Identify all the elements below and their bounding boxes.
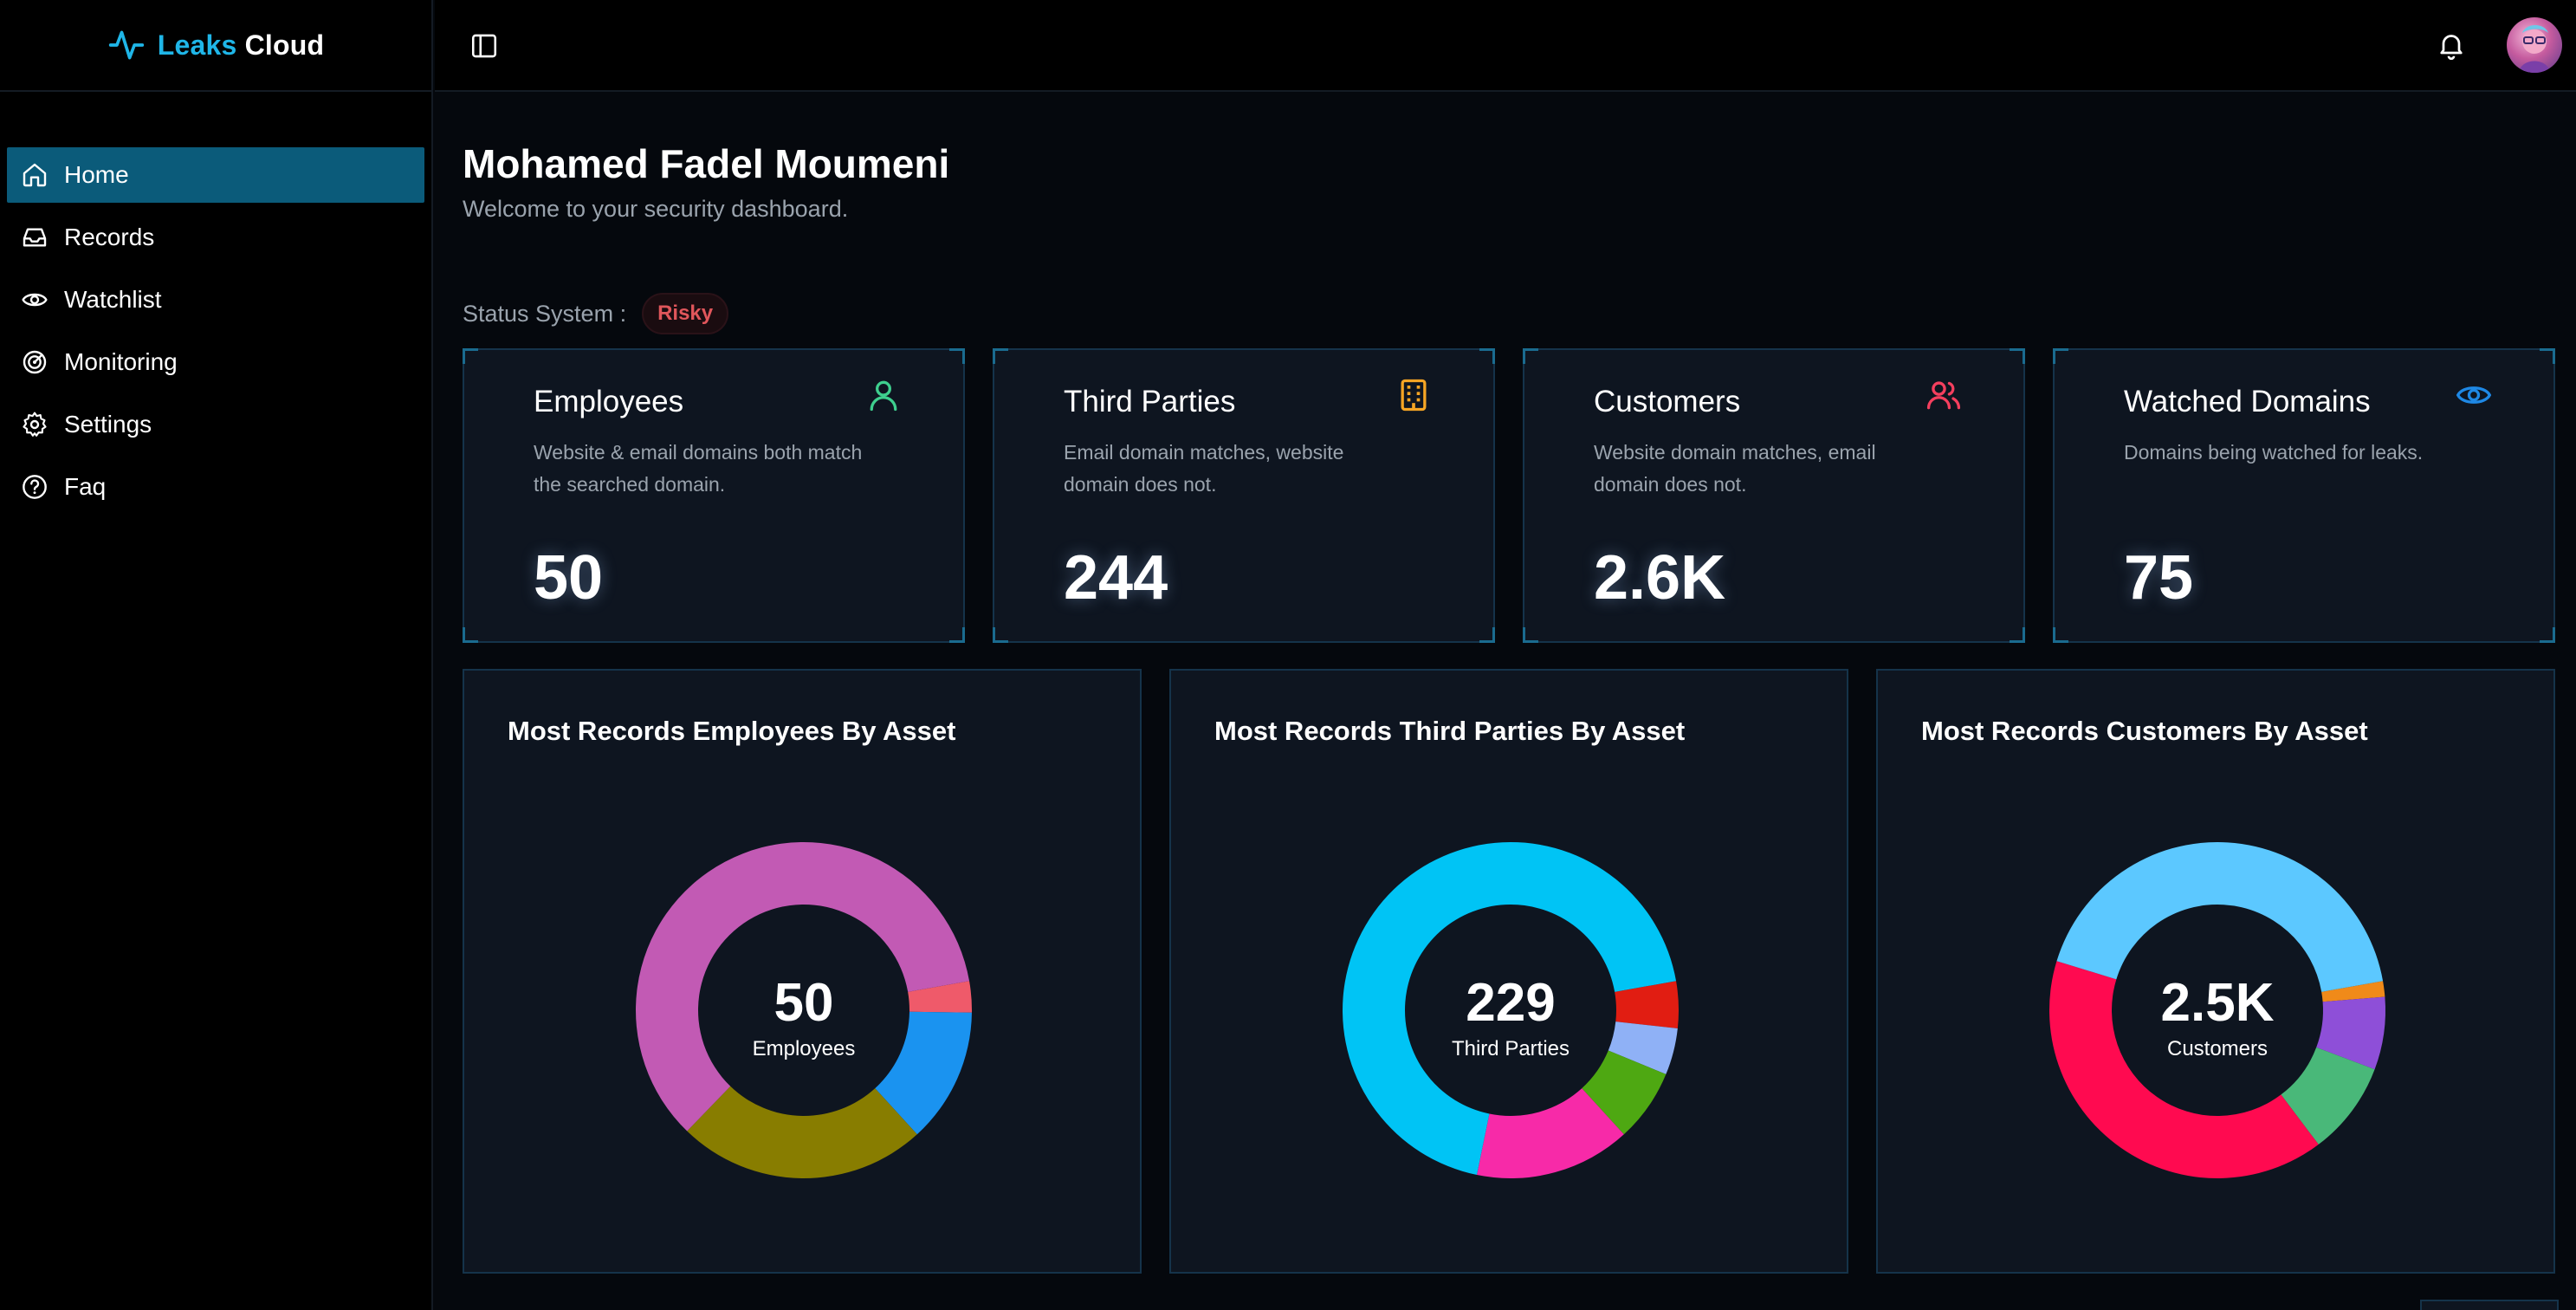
donut-slice[interactable] xyxy=(1476,1088,1624,1178)
page-title: Mohamed Fadel Moumeni xyxy=(463,141,950,186)
status-label: Status System : xyxy=(463,300,627,327)
brand-logo[interactable]: Leaks Cloud xyxy=(0,0,431,92)
home-icon xyxy=(23,163,47,187)
brand-name-part1: Leaks xyxy=(157,29,237,61)
help-circle-icon xyxy=(23,475,47,499)
donut-slice[interactable] xyxy=(2056,841,2384,992)
stat-card-customers[interactable]: Customers Website domain matches, email … xyxy=(1523,348,2025,643)
gear-icon xyxy=(23,412,47,437)
radar-icon xyxy=(23,350,47,374)
stat-title: Watched Domains xyxy=(2124,385,2371,418)
sidebar-item-monitoring[interactable]: Monitoring xyxy=(7,334,424,390)
sidebar-item-label: Home xyxy=(64,161,129,188)
donut-slice[interactable] xyxy=(908,981,972,1013)
sidebar-item-records[interactable]: Records xyxy=(7,210,424,265)
scroll-to-top-stub[interactable] xyxy=(2420,1300,2559,1310)
inbox-icon xyxy=(23,228,47,247)
sidebar-item-label: Faq xyxy=(64,473,107,500)
brand-name: Leaks Cloud xyxy=(158,29,324,62)
sidebar-item-faq[interactable]: Faq xyxy=(7,459,424,515)
sidebar-item-watchlist[interactable]: Watchlist xyxy=(7,272,424,328)
brand-name-part2: Cloud xyxy=(244,29,325,61)
donut-chart-customers: 2.5K Customers xyxy=(2049,841,2385,1178)
page-subtitle: Welcome to your security dashboard. xyxy=(463,196,849,222)
chart-title: Most Records Employees By Asset xyxy=(508,716,956,746)
donut-slice[interactable] xyxy=(2049,961,2319,1178)
stat-title: Employees xyxy=(534,385,684,418)
status-badge: Risky xyxy=(642,293,729,334)
building-icon xyxy=(1401,379,1427,412)
stat-title: Third Parties xyxy=(1064,385,1236,418)
avatar[interactable] xyxy=(2507,17,2562,73)
donut-center-value: 50 xyxy=(774,973,834,1033)
stat-value: 244 xyxy=(1064,543,1168,613)
donut-center-value: 2.5K xyxy=(2161,973,2275,1033)
stat-card-employees[interactable]: Employees Website & email domains both m… xyxy=(463,348,965,643)
bell-icon[interactable] xyxy=(2436,29,2467,61)
status-system: Status System : Risky xyxy=(463,293,729,334)
chart-card-employees: Most Records Employees By Asset 50 Employ… xyxy=(463,669,1142,1274)
stat-description: Website domain matches, email domain doe… xyxy=(1594,441,1876,496)
donut-slice[interactable] xyxy=(2316,996,2385,1070)
stat-value: 2.6K xyxy=(1594,543,1726,613)
top-bar xyxy=(435,0,2576,92)
sidebar-item-settings[interactable]: Settings xyxy=(7,397,424,452)
stat-description: Email domain matches, website domain doe… xyxy=(1064,441,1344,496)
donut-slice[interactable] xyxy=(2281,1047,2375,1145)
activity-icon xyxy=(108,30,144,60)
stat-value: 50 xyxy=(534,543,604,613)
chart-card-third-parties: Most Records Third Parties By Asset 229 T… xyxy=(1169,669,1848,1274)
eye-icon xyxy=(22,293,48,307)
donut-center-label: Employees xyxy=(753,1037,856,1060)
sidebar-item-label: Settings xyxy=(64,411,152,438)
sidebar-item-home[interactable]: Home xyxy=(7,147,424,203)
sidebar-toggle-icon[interactable] xyxy=(469,31,499,61)
avatar-image xyxy=(2519,25,2550,73)
users-icon xyxy=(1926,381,1961,410)
donut-slice[interactable] xyxy=(687,1086,917,1178)
donut-slice[interactable] xyxy=(1582,1050,1667,1135)
stat-card-watched-domains[interactable]: Watched Domains Domains being watched fo… xyxy=(2053,348,2555,643)
donut-slice[interactable] xyxy=(1608,1021,1678,1074)
donut-chart-employees: 50 Employees xyxy=(636,842,972,1178)
donut-center-label: Third Parties xyxy=(1452,1037,1570,1060)
donut-center-value: 229 xyxy=(1466,973,1555,1033)
user-icon xyxy=(870,380,897,412)
chart-title: Most Records Third Parties By Asset xyxy=(1214,716,1686,746)
chart-card-customers: Most Records Customers By Asset 2.5K Cust… xyxy=(1876,669,2555,1274)
donut-chart-third-parties: 229 Third Parties xyxy=(1343,842,1679,1178)
sidebar-nav: Home Records Watchlist Monitoring xyxy=(0,147,431,515)
donut-slice[interactable] xyxy=(875,1011,972,1135)
eye-icon xyxy=(2456,386,2492,404)
donut-slice[interactable] xyxy=(1615,981,1679,1028)
sidebar-item-label: Monitoring xyxy=(64,348,178,375)
donut-center-label: Customers xyxy=(2167,1037,2268,1060)
stat-title: Customers xyxy=(1594,385,1741,418)
sidebar-item-label: Watchlist xyxy=(64,286,162,313)
stat-value: 75 xyxy=(2124,543,2194,613)
sidebar-item-label: Records xyxy=(64,224,155,250)
donut-slice[interactable] xyxy=(636,842,970,1132)
donut-slice[interactable] xyxy=(1343,842,1677,1176)
donut-slice[interactable] xyxy=(2321,981,2385,1002)
sidebar: Leaks Cloud Home Records Watchlist xyxy=(0,0,433,1310)
stat-card-third-parties[interactable]: Third Parties Email domain matches, webs… xyxy=(993,348,1495,643)
main-content: Mohamed Fadel Moumeni Welcome to your se… xyxy=(435,92,2576,1310)
chart-title: Most Records Customers By Asset xyxy=(1921,716,2368,746)
stat-description: Website & email domains both match the s… xyxy=(534,441,863,496)
stat-description: Domains being watched for leaks. xyxy=(2124,441,2424,464)
